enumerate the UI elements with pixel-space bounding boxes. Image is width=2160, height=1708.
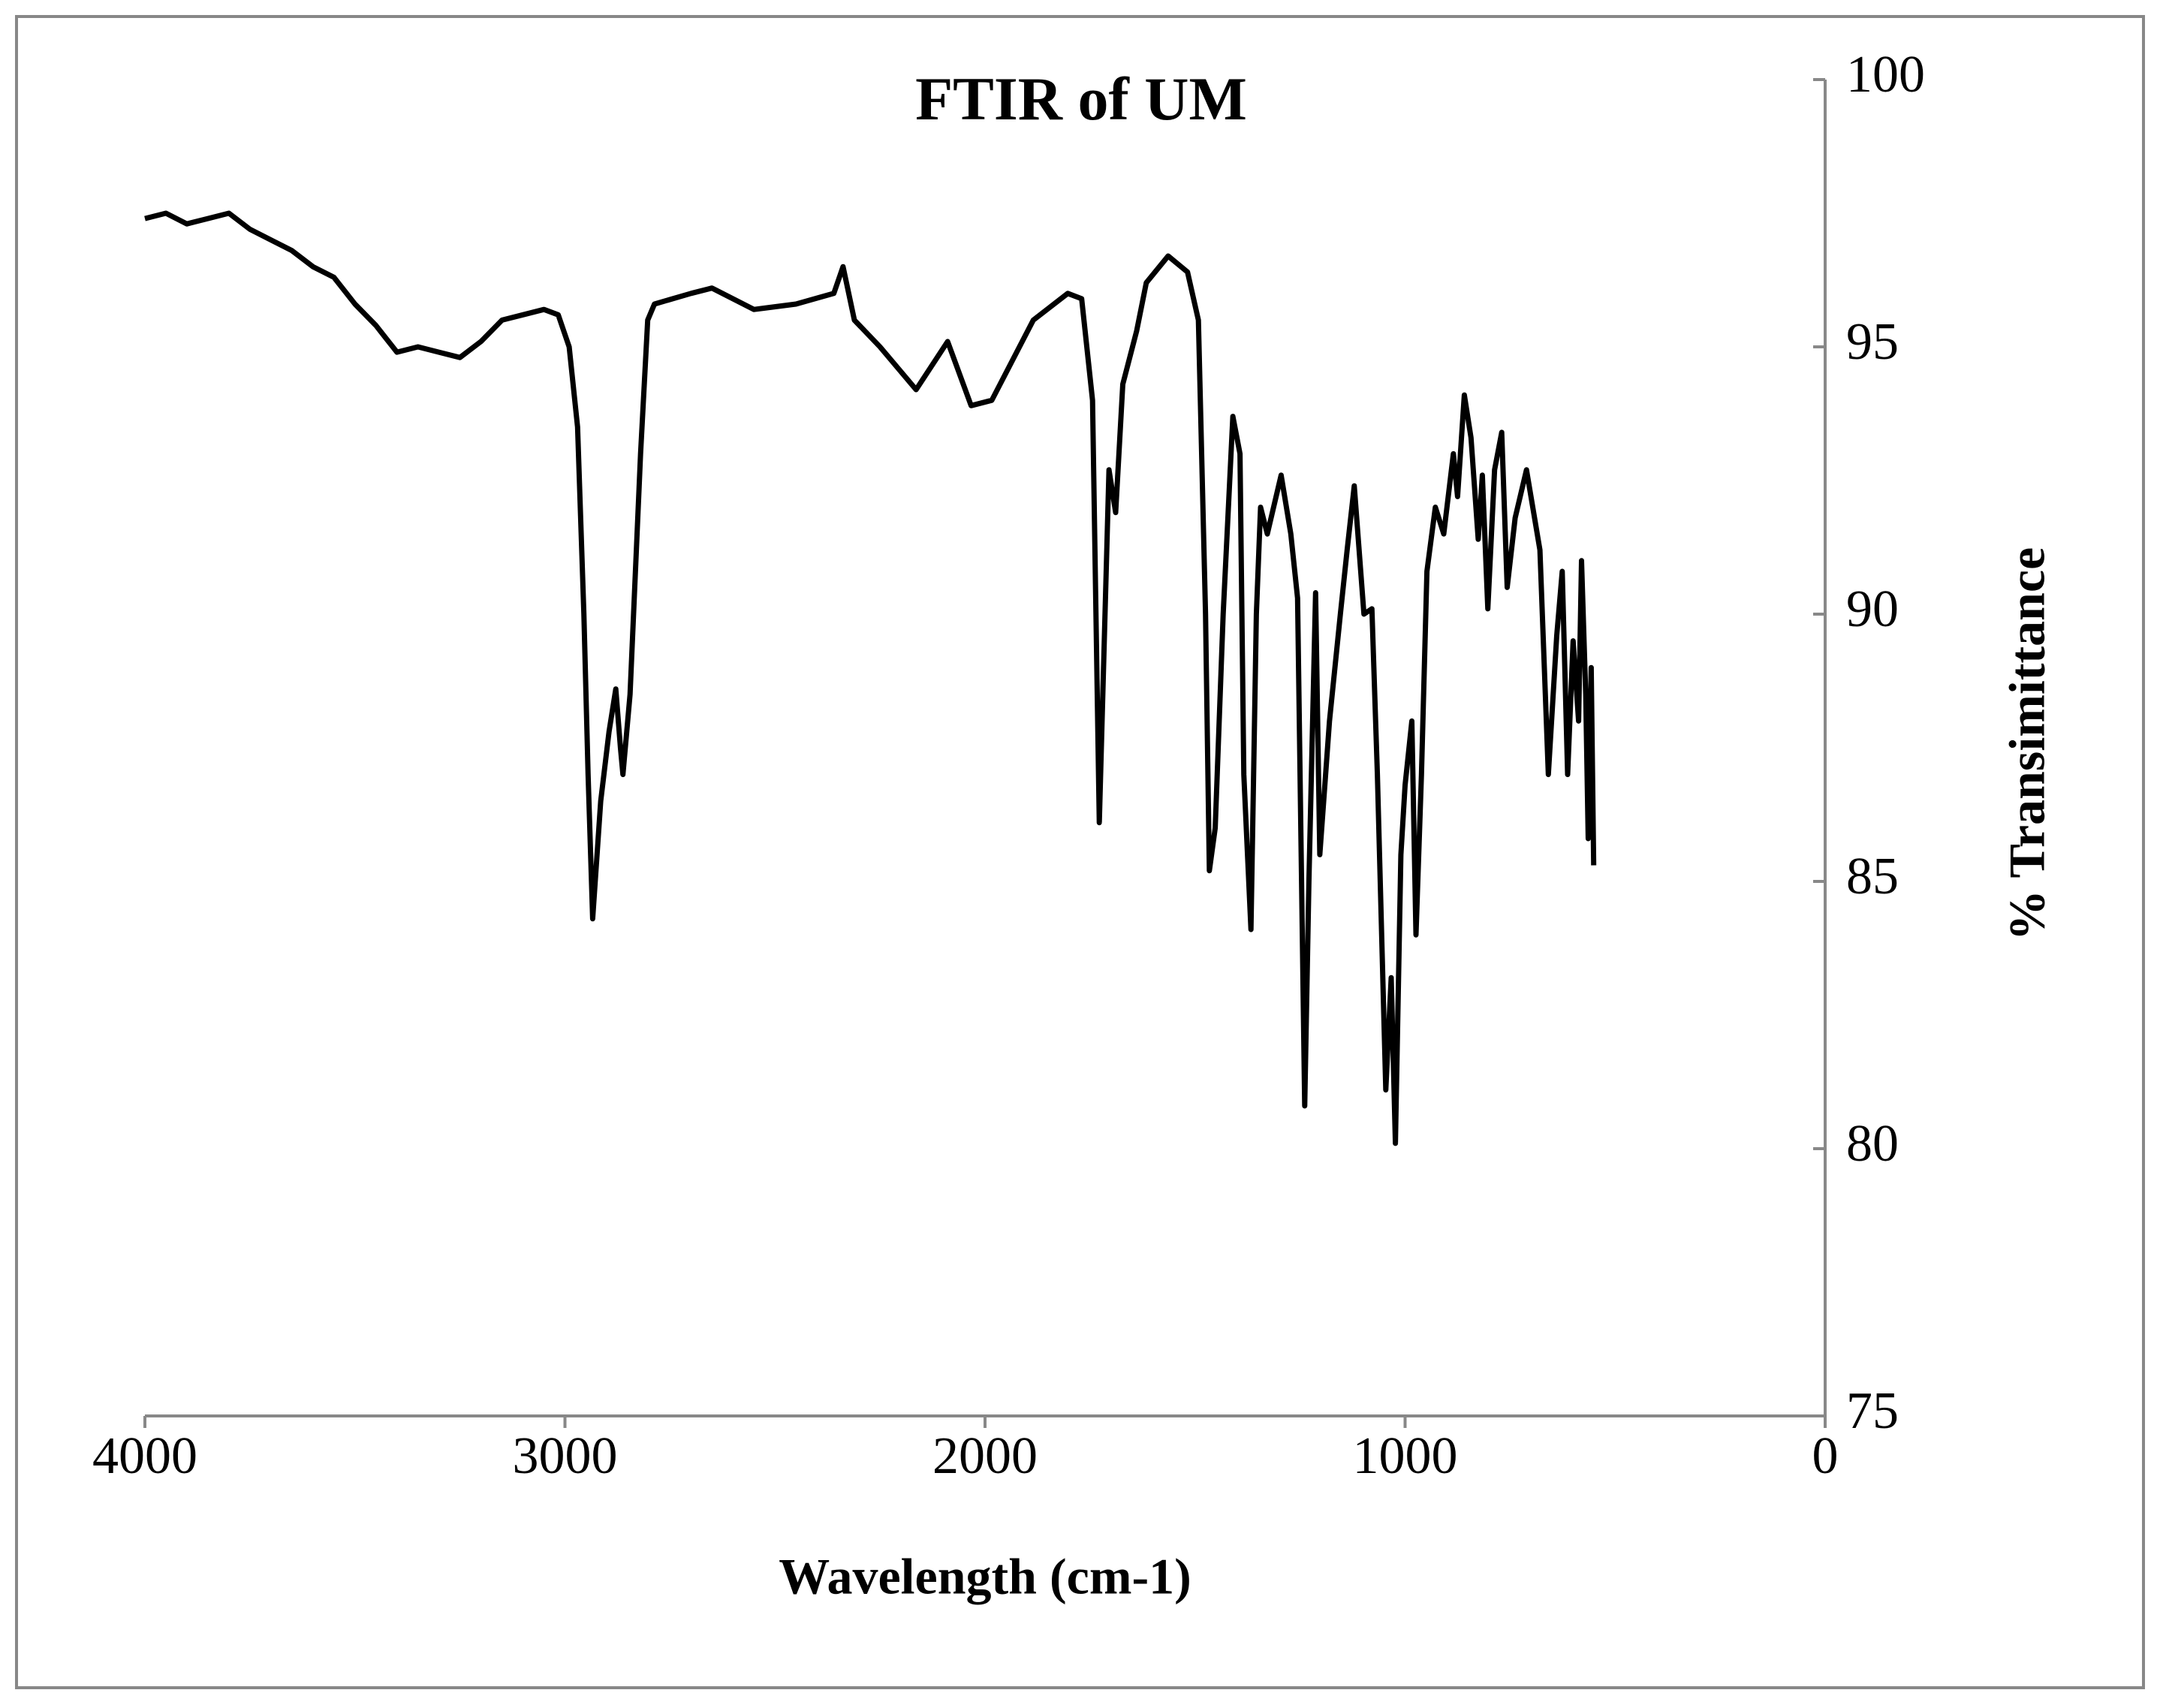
y-tick-label: 80: [1846, 1115, 1899, 1173]
x-tick-label: 3000: [513, 1427, 618, 1485]
chart-title: FTIR of UM: [915, 65, 1247, 133]
x-tick-label: 4000: [92, 1427, 197, 1485]
y-tick-label: 100: [1846, 46, 1925, 104]
y-axis-label: % Transimittance: [1999, 547, 2056, 941]
x-tick-label: 2000: [932, 1427, 1038, 1485]
x-axis-label: Wavelength (cm-1): [779, 1548, 1191, 1605]
y-tick-label: 75: [1846, 1382, 1899, 1440]
x-tick-label: 0: [1812, 1427, 1839, 1485]
y-tick-label: 85: [1846, 848, 1899, 905]
chart-frame: [15, 15, 2145, 1689]
spectrum-line: [144, 210, 1597, 1146]
y-tick-label: 90: [1846, 580, 1899, 638]
y-tick-label: 95: [1846, 313, 1899, 371]
x-tick-label: 1000: [1353, 1427, 1458, 1485]
